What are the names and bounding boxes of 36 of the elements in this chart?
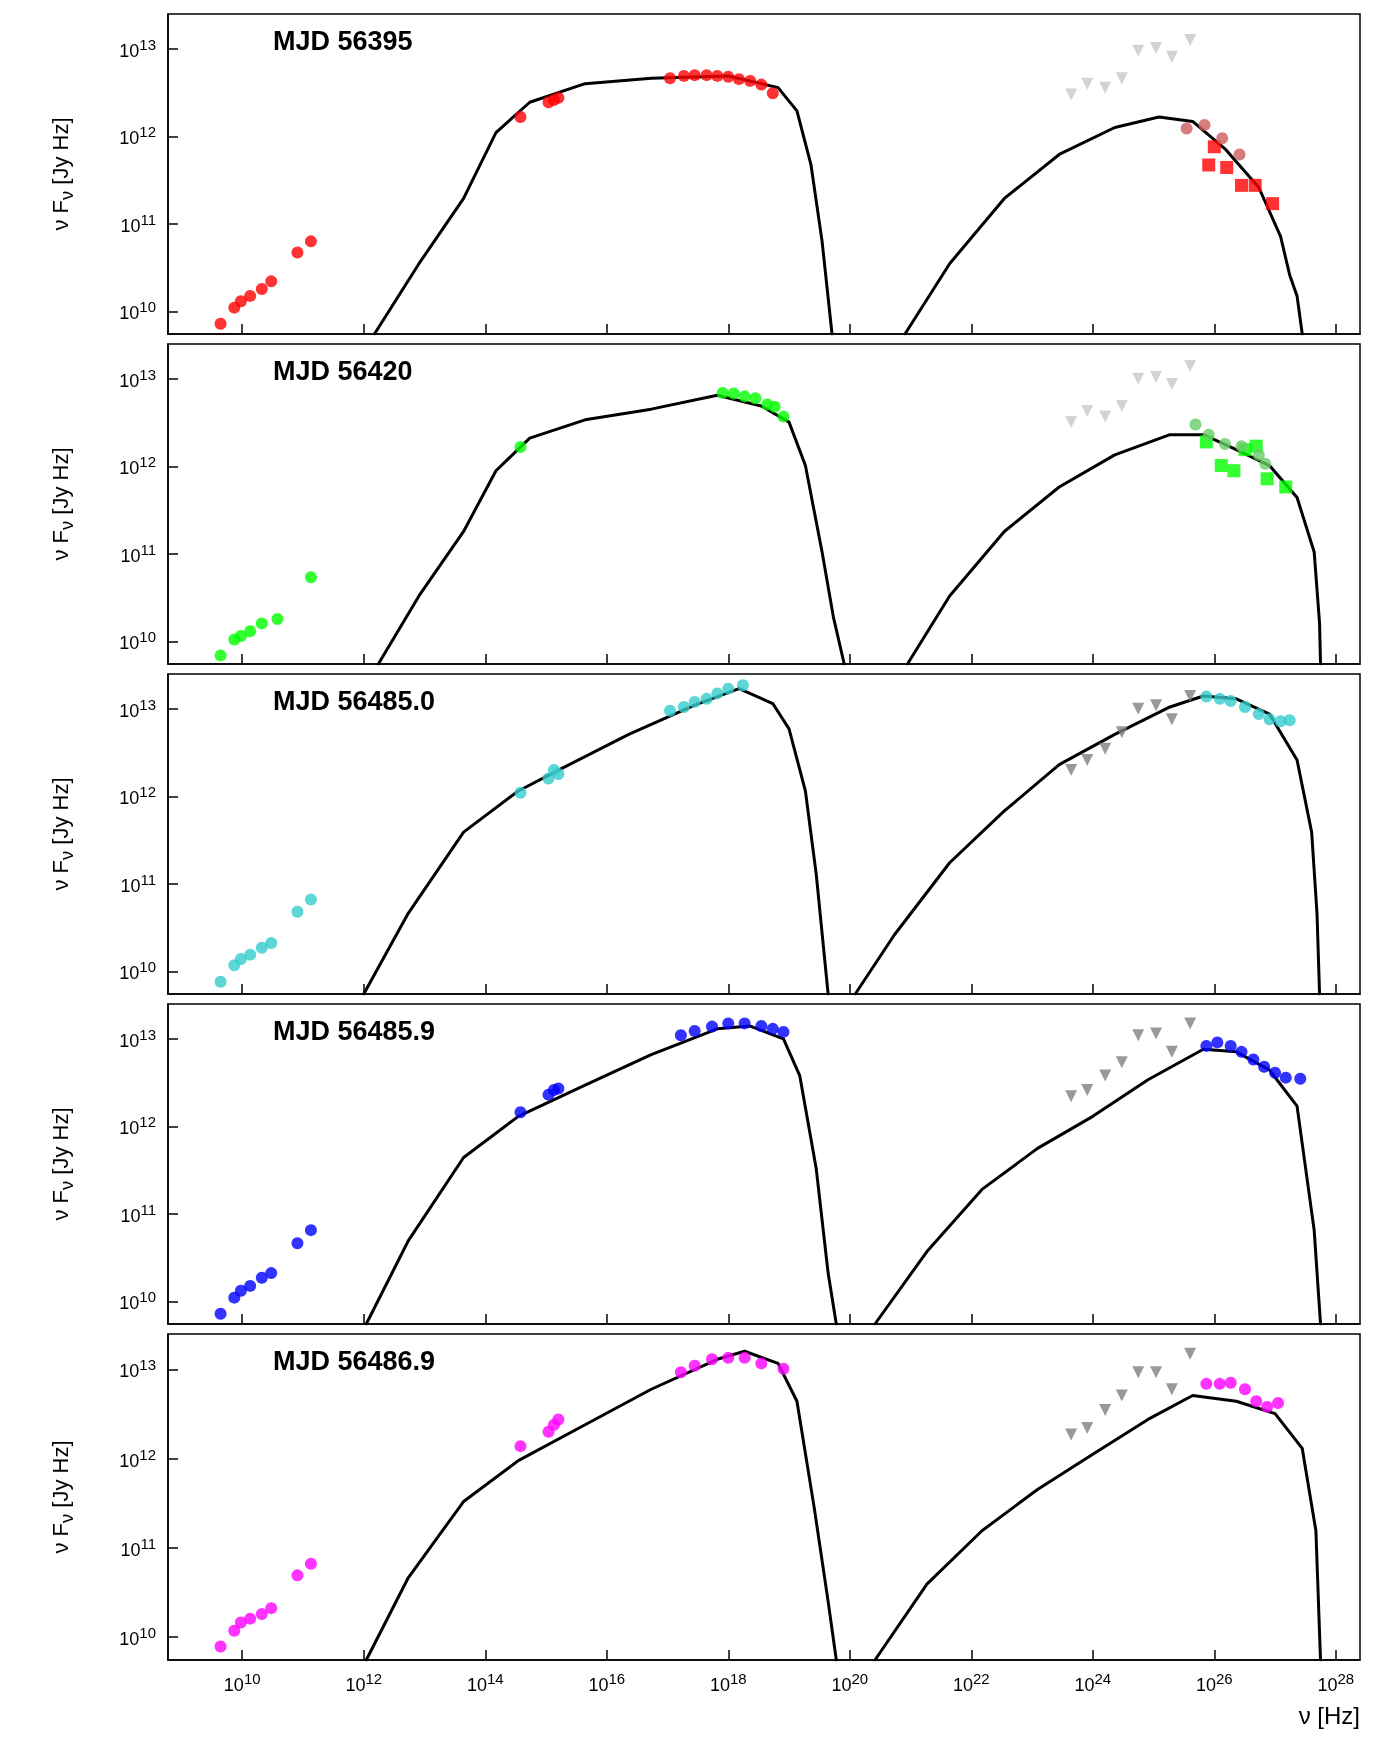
chart-title: MJD 56485.0	[273, 685, 436, 716]
x-tick-label: 10$^{12}$	[345, 1670, 383, 1697]
y-tick-label: 10$^{10}$	[119, 627, 156, 655]
y-tick-label: 10$^{13}$	[119, 365, 156, 393]
chart-title: MJD 56486.9	[273, 1345, 436, 1376]
chart-title: MJD 56395	[273, 25, 413, 56]
y-tick-label: 10$^{10}$	[119, 297, 156, 325]
y-tick-label: 10$^{10}$	[119, 1623, 156, 1651]
chart-title: MJD 56420	[273, 355, 413, 386]
y-tick-label: 10$^{10}$	[119, 957, 156, 985]
y-tick-label: 10$^{11}$	[120, 1534, 156, 1562]
y-tick-label: 10$^{11}$	[120, 210, 156, 238]
y-tick-label: 10$^{13}$	[119, 35, 156, 63]
y-tick-label: 10$^{13}$	[119, 1025, 156, 1053]
y-tick-label: 10$^{12}$	[119, 783, 156, 810]
x-tick-label: 10$^{10}$	[223, 1670, 261, 1697]
y-tick-label: 10$^{12}$	[119, 123, 156, 150]
y-tick-label: 10$^{13}$	[119, 695, 156, 723]
y-tick-label: 10$^{10}$	[119, 1287, 156, 1315]
y-tick-label: 10$^{12}$	[119, 453, 156, 480]
y-tick-label: 10$^{11}$	[120, 540, 156, 568]
y-tick-label: 10$^{11}$	[120, 870, 156, 898]
x-tick-label: 10$^{28}$	[1317, 1670, 1355, 1697]
x-tick-label: 10$^{18}$	[709, 1670, 747, 1697]
y-tick-label: 10$^{11}$	[120, 1200, 156, 1228]
x-tick-label: 10$^{14}$	[466, 1670, 504, 1697]
x-tick-label: 10$^{22}$	[952, 1670, 990, 1697]
y-tick-label: 10$^{13}$	[119, 1356, 156, 1383]
y-tick-label: 10$^{12}$	[119, 1445, 156, 1472]
chart-title: MJD 56485.9	[273, 1015, 436, 1046]
x-tick-label: 10$^{20}$	[831, 1670, 869, 1697]
x-axis-title: ν [Hz]	[1298, 1702, 1360, 1731]
x-tick-label: 10$^{16}$	[588, 1670, 626, 1697]
x-tick-label: 10$^{24}$	[1074, 1670, 1112, 1697]
y-tick-label: 10$^{12}$	[119, 1113, 156, 1140]
x-tick-label: 10$^{26}$	[1195, 1670, 1233, 1697]
